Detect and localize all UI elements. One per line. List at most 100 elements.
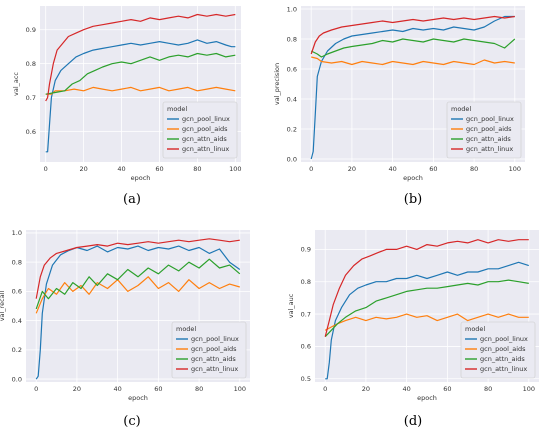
legend-title: model	[176, 325, 196, 333]
legend-label-gcn-pool-linux: gcn_pool_linux	[191, 335, 239, 343]
x-tick-label: 20	[79, 165, 87, 173]
legend-label-gcn-pool-linux: gcn_pool_linux	[466, 115, 514, 123]
y-tick-label: 0.4	[12, 317, 22, 325]
x-tick-label: 100	[234, 385, 246, 393]
legend-label-gcn-attn-linux: gcn_attn_linux	[182, 145, 229, 153]
legend-label-gcn-pool-aids: gcn_pool_aids	[191, 345, 237, 353]
series-line-gcn-attn-linux	[45, 13, 236, 102]
x-tick-label: 20	[362, 385, 370, 393]
legend-label-gcn-attn-aids: gcn_attn_aids	[191, 355, 236, 363]
series-line-gcn-attn-aids	[324, 279, 529, 338]
legend-label-gcn-attn-linux: gcn_attn_linux	[466, 145, 513, 153]
caption-a: (a)	[123, 192, 141, 207]
x-axis-label: epoch	[131, 174, 151, 182]
y-tick-label: 0.0	[287, 155, 297, 163]
y-tick-label: 1.0	[287, 5, 297, 13]
x-tick-label: 60	[429, 165, 437, 173]
series-line-gcn-attn-linux	[310, 15, 515, 55]
y-tick-label: 0.8	[26, 60, 36, 68]
y-tick-label: 0.9	[301, 246, 311, 254]
legend: model gcn_pool_linux gcn_pool_aids gcn_attn…	[446, 101, 522, 159]
series-line-gcn-pool-linux	[45, 39, 236, 153]
x-tick-label: 0	[309, 165, 313, 173]
series-line-gcn-attn-linux	[35, 238, 240, 299]
y-axis-label: val_precision	[273, 63, 281, 105]
caption-b: (b)	[403, 192, 423, 207]
y-axis-label: val_acc	[12, 72, 20, 96]
legend-label-gcn-attn-aids: gcn_attn_aids	[480, 355, 525, 363]
chart-d: 0 20 40 60 80 100 0.5 0.6 0.7 0.8 0.9 epoch val_aucm…	[287, 230, 539, 402]
legend-title: model	[167, 105, 187, 113]
y-tick-label: 0.7	[301, 310, 311, 318]
legend-label-gcn-attn-linux: gcn_attn_linux	[191, 365, 238, 373]
legend-label-gcn-pool-linux: gcn_pool_linux	[480, 335, 528, 343]
caption-d: (d)	[403, 414, 423, 429]
legend-box	[460, 321, 536, 379]
series-line-gcn-pool-linux	[35, 245, 241, 380]
legend: model gcn_pool_linux gcn_pool_aids gcn_attn…	[460, 321, 536, 379]
series-line-gcn-attn-aids	[35, 258, 241, 310]
y-tick-label: 0.9	[26, 26, 36, 34]
legend-label-gcn-attn-linux: gcn_attn_linux	[480, 365, 527, 373]
y-tick-label: 0.2	[287, 125, 297, 133]
legend: model gcn_pool_linux gcn_pool_aids gcn_attn…	[171, 321, 247, 379]
chart-b: 0 20 40 60 80 100 0.0 0.2 0.4 0.6 0.8 1.0 epoch val_p…	[273, 5, 525, 182]
subplot-c: 0 20 40 60 80 100 0.0 0.2 0.4 0.6 0.8 1.0 epoch val_r…	[0, 218, 275, 436]
y-tick-label: 0.8	[287, 35, 297, 43]
legend-box	[446, 101, 522, 159]
y-tick-label: 0.6	[287, 65, 297, 73]
series-line-gcn-pool-aids	[35, 276, 240, 314]
series-line-gcn-pool-linux	[325, 261, 529, 380]
legend: model gcn_pool_linux gcn_pool_aids gcn_attn…	[162, 101, 238, 159]
x-tick-label: 80	[195, 385, 203, 393]
x-tick-label: 80	[470, 165, 478, 173]
series-line-gcn-pool-aids	[324, 313, 529, 331]
series-line-gcn-attn-aids	[45, 52, 236, 95]
x-tick-label: 60	[154, 385, 162, 393]
x-tick-label: 20	[348, 165, 356, 173]
legend-box	[171, 321, 247, 379]
x-tick-label: 100	[523, 385, 535, 393]
x-tick-label: 20	[73, 385, 81, 393]
x-tick-label: 0	[323, 385, 327, 393]
x-tick-label: 40	[402, 385, 410, 393]
legend-label-gcn-attn-aids: gcn_attn_aids	[182, 135, 227, 143]
legend-box	[162, 101, 238, 159]
y-tick-label: 0.0	[12, 375, 22, 383]
legend-title: model	[451, 105, 471, 113]
chart-c: 0 20 40 60 80 100 0.0 0.2 0.4 0.6 0.8 1.0 epoch val_r…	[0, 229, 250, 402]
x-tick-label: 80	[484, 385, 492, 393]
legend-label-gcn-pool-linux: gcn_pool_linux	[182, 115, 230, 123]
x-tick-label: 60	[155, 165, 163, 173]
x-tick-label: 40	[117, 165, 125, 173]
subplot-d: 0 20 40 60 80 100 0.5 0.6 0.7 0.8 0.9 epoch val_auc m…	[275, 218, 550, 436]
x-tick-label: 0	[44, 165, 48, 173]
y-tick-label: 1.0	[12, 229, 22, 237]
y-tick-label: 0.8	[12, 258, 22, 266]
x-tick-label: 40	[388, 165, 396, 173]
y-axis-label: val_auc	[287, 293, 295, 318]
legend-label-gcn-attn-aids: gcn_attn_aids	[466, 135, 511, 143]
x-tick-label: 100	[229, 165, 241, 173]
x-tick-label: 60	[443, 385, 451, 393]
legend-title: model	[465, 325, 485, 333]
x-axis-label: epoch	[128, 394, 148, 402]
x-tick-label: 40	[113, 385, 121, 393]
x-tick-label: 0	[34, 385, 38, 393]
y-tick-label: 0.7	[26, 94, 36, 102]
chart-a: 0 20 40 60 80 100 0.6 0.7 0.8 0.9 epoch val_accmode…	[12, 6, 242, 182]
series-line-gcn-attn-linux	[324, 239, 529, 337]
y-tick-label: 0.6	[26, 128, 36, 136]
x-tick-label: 100	[509, 165, 521, 173]
series-line-gcn-attn-aids	[310, 38, 516, 58]
y-tick-label: 0.4	[287, 95, 297, 103]
series-line-gcn-pool-aids	[311, 56, 515, 66]
y-tick-label: 0.5	[301, 375, 311, 383]
x-axis-label: epoch	[403, 174, 423, 182]
legend-label-gcn-pool-aids: gcn_pool_aids	[182, 125, 228, 133]
legend-label-gcn-pool-aids: gcn_pool_aids	[466, 125, 512, 133]
y-tick-label: 0.6	[12, 288, 22, 296]
y-tick-label: 0.6	[301, 343, 311, 351]
y-axis-label: val_recall	[0, 291, 6, 322]
